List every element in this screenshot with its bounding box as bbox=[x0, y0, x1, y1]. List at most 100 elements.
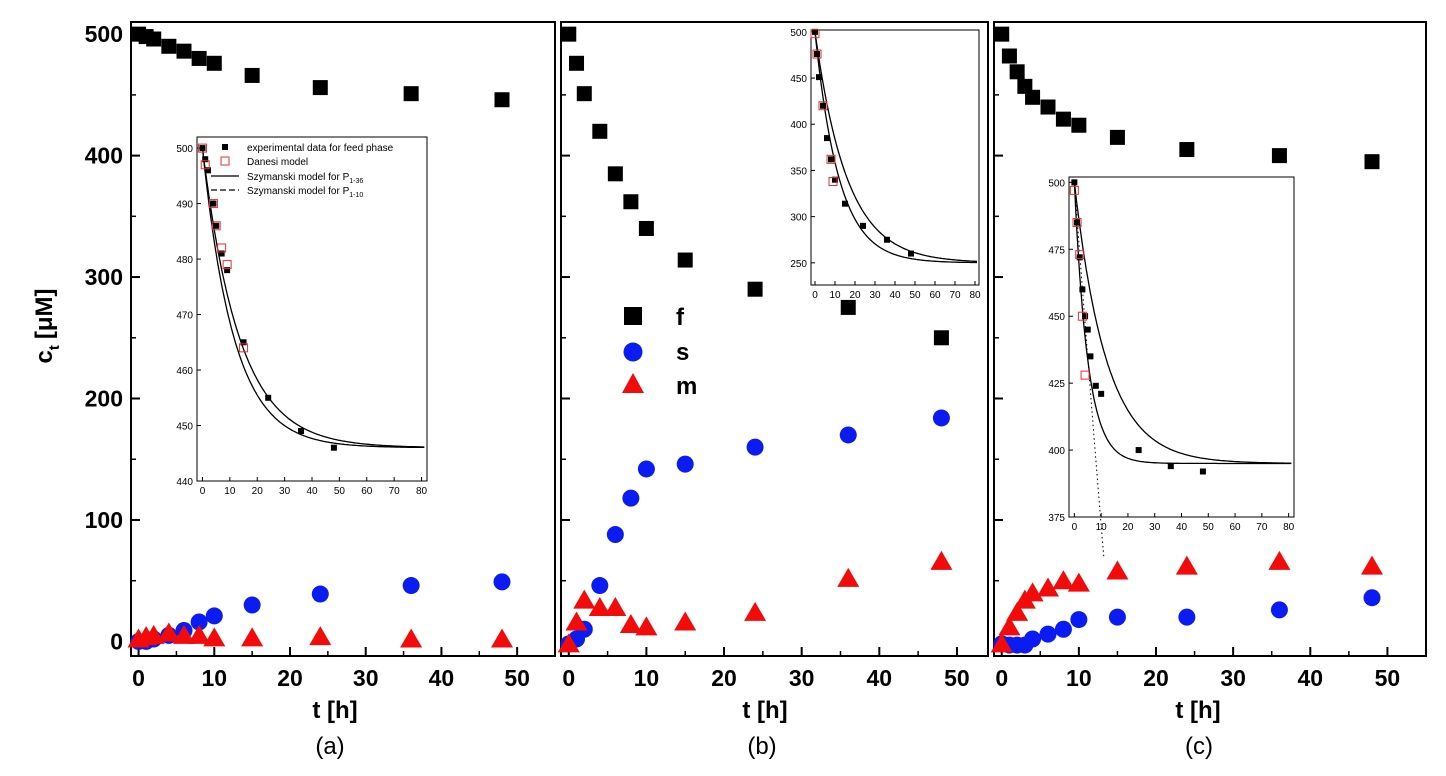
x-tick-label-b: 0 bbox=[562, 665, 575, 691]
x-tick-label-a: 20 bbox=[277, 665, 303, 691]
inset-x-tick-label-b: 20 bbox=[849, 290, 861, 301]
point-m-c bbox=[1052, 570, 1075, 590]
point-f-c bbox=[1001, 48, 1017, 64]
inset-data-point-a bbox=[204, 167, 211, 174]
y-tick-label-a: 0 bbox=[110, 628, 123, 654]
inset-x-tick-label-b: 70 bbox=[949, 290, 961, 301]
point-m-c bbox=[1036, 577, 1060, 597]
y-tick-label-a: 400 bbox=[85, 143, 123, 169]
inset-x-tick-label-a: 10 bbox=[224, 486, 236, 497]
inset-data-point-c bbox=[1167, 463, 1174, 470]
inset-x-tick-label-c: 10 bbox=[1096, 522, 1108, 533]
inset-y-tick-label-a: 490 bbox=[176, 200, 193, 211]
inset-data-point-a bbox=[330, 444, 337, 451]
point-s-a bbox=[311, 585, 329, 603]
inset-danesi-point-c bbox=[1077, 311, 1087, 321]
point-f-a bbox=[244, 67, 260, 83]
point-m-c bbox=[1067, 572, 1090, 592]
x-tick-label-b: 50 bbox=[944, 665, 970, 691]
point-s-b bbox=[676, 455, 694, 473]
point-m-b bbox=[674, 611, 697, 631]
point-m-b bbox=[837, 567, 860, 587]
inset-data-point-a bbox=[224, 267, 231, 274]
inset-legend-model2-sub: 1-10 bbox=[349, 192, 363, 199]
legend-label-s: s bbox=[676, 339, 689, 366]
legend-marker-s bbox=[623, 342, 643, 362]
point-f-c bbox=[1055, 111, 1071, 127]
point-f-a bbox=[494, 92, 510, 108]
panel-b: 0 10 20 30 40 500 10 20 30 40 50 60 70 80250300350400… bbox=[557, 21, 989, 691]
point-f-c bbox=[1271, 148, 1287, 164]
y-tick-label-a: 100 bbox=[85, 507, 123, 533]
point-m-a bbox=[172, 624, 196, 644]
inset-data-point-c bbox=[1199, 468, 1206, 475]
inset-x-tick-label-a: 20 bbox=[252, 486, 264, 497]
point-f-b bbox=[933, 330, 949, 346]
point-f-a bbox=[312, 80, 328, 96]
inset-frame-b bbox=[810, 29, 980, 286]
legend-marker-m bbox=[622, 373, 644, 393]
inset-legend-marker-danesi bbox=[220, 156, 230, 166]
inset-data-point-b bbox=[884, 236, 890, 243]
inset-y-tick-label-a: 450 bbox=[176, 422, 193, 433]
inset-model-curve-1-b bbox=[814, 31, 978, 264]
point-f-b bbox=[840, 299, 856, 315]
point-f-a bbox=[206, 55, 222, 71]
inset-data-point-c bbox=[1074, 219, 1081, 226]
point-m-a bbox=[309, 626, 332, 646]
inset-y-tick-label-a: 470 bbox=[176, 311, 193, 322]
point-m-c bbox=[990, 633, 1013, 653]
point-m-b bbox=[744, 601, 767, 621]
point-m-b bbox=[619, 613, 642, 633]
point-m-b bbox=[565, 611, 588, 631]
point-s-b bbox=[746, 438, 764, 456]
point-m-c bbox=[1106, 560, 1129, 580]
x-tick-label-b: 30 bbox=[789, 665, 815, 691]
x-tick-label-b: 40 bbox=[867, 665, 893, 691]
inset-legend-label-model2: Szymanski model for P1-10 bbox=[247, 186, 363, 199]
x-tick-label-c: 30 bbox=[1220, 665, 1246, 691]
point-m-c bbox=[1175, 555, 1198, 575]
inset-y-tick-label-c: 375 bbox=[1048, 513, 1065, 524]
inset-data-point-c bbox=[1076, 254, 1083, 261]
y-axis-title: ct[μM] bbox=[31, 288, 63, 363]
inset-danesi-point-b bbox=[810, 29, 820, 39]
inset-danesi-point-a bbox=[222, 260, 232, 270]
inset-y-tick-label-c: 425 bbox=[1048, 379, 1065, 390]
x-axis-title-c: t [h] bbox=[1175, 697, 1220, 724]
inset-legend-marker-experimental bbox=[222, 144, 228, 150]
point-m-c bbox=[1268, 550, 1291, 570]
inset-danesi-point-a bbox=[208, 199, 218, 209]
y-tick-label-a: 200 bbox=[85, 386, 123, 412]
inset-data-point-b bbox=[812, 28, 818, 35]
point-m-a bbox=[400, 628, 423, 648]
point-s-c bbox=[1108, 608, 1126, 626]
inset-x-tick-label-c: 60 bbox=[1230, 522, 1242, 533]
point-s-a bbox=[493, 573, 511, 591]
point-s-c bbox=[1054, 620, 1072, 638]
inset-y-tick-label-a: 460 bbox=[176, 366, 193, 377]
inset-x-tick-label-a: 40 bbox=[306, 486, 318, 497]
inset-data-point-c bbox=[1092, 382, 1099, 389]
x-tick-label-a: 10 bbox=[201, 665, 227, 691]
x-tick-label-c: 20 bbox=[1143, 665, 1169, 691]
panel-label-b: (b) bbox=[747, 733, 776, 760]
point-f-b bbox=[638, 220, 654, 236]
panel-c: 0 10 20 30 40 500 10 20 30 40 50 60 70 80375400425450… bbox=[990, 21, 1427, 691]
inset-y-tick-label-a: 480 bbox=[176, 255, 193, 266]
point-s-b bbox=[606, 526, 624, 544]
x-tick-label-c: 0 bbox=[995, 665, 1008, 691]
point-f-b bbox=[592, 123, 608, 139]
inset-danesi-point-c bbox=[1080, 370, 1090, 380]
point-f-c bbox=[1025, 89, 1041, 105]
inset-y-tick-label-c: 450 bbox=[1048, 312, 1065, 323]
inset-y-tick-label-a: 500 bbox=[176, 144, 193, 155]
inset-x-tick-label-a: 80 bbox=[416, 486, 428, 497]
inset-x-tick-label-c: 70 bbox=[1256, 522, 1268, 533]
inset-x-tick-label-b: 80 bbox=[969, 290, 981, 301]
inset-y-tick-label-b: 350 bbox=[790, 166, 807, 177]
x-axis-title-b: t [h] bbox=[742, 697, 787, 724]
panel-label-a: (a) bbox=[315, 733, 344, 760]
inset-x-tick-label-a: 50 bbox=[334, 486, 346, 497]
